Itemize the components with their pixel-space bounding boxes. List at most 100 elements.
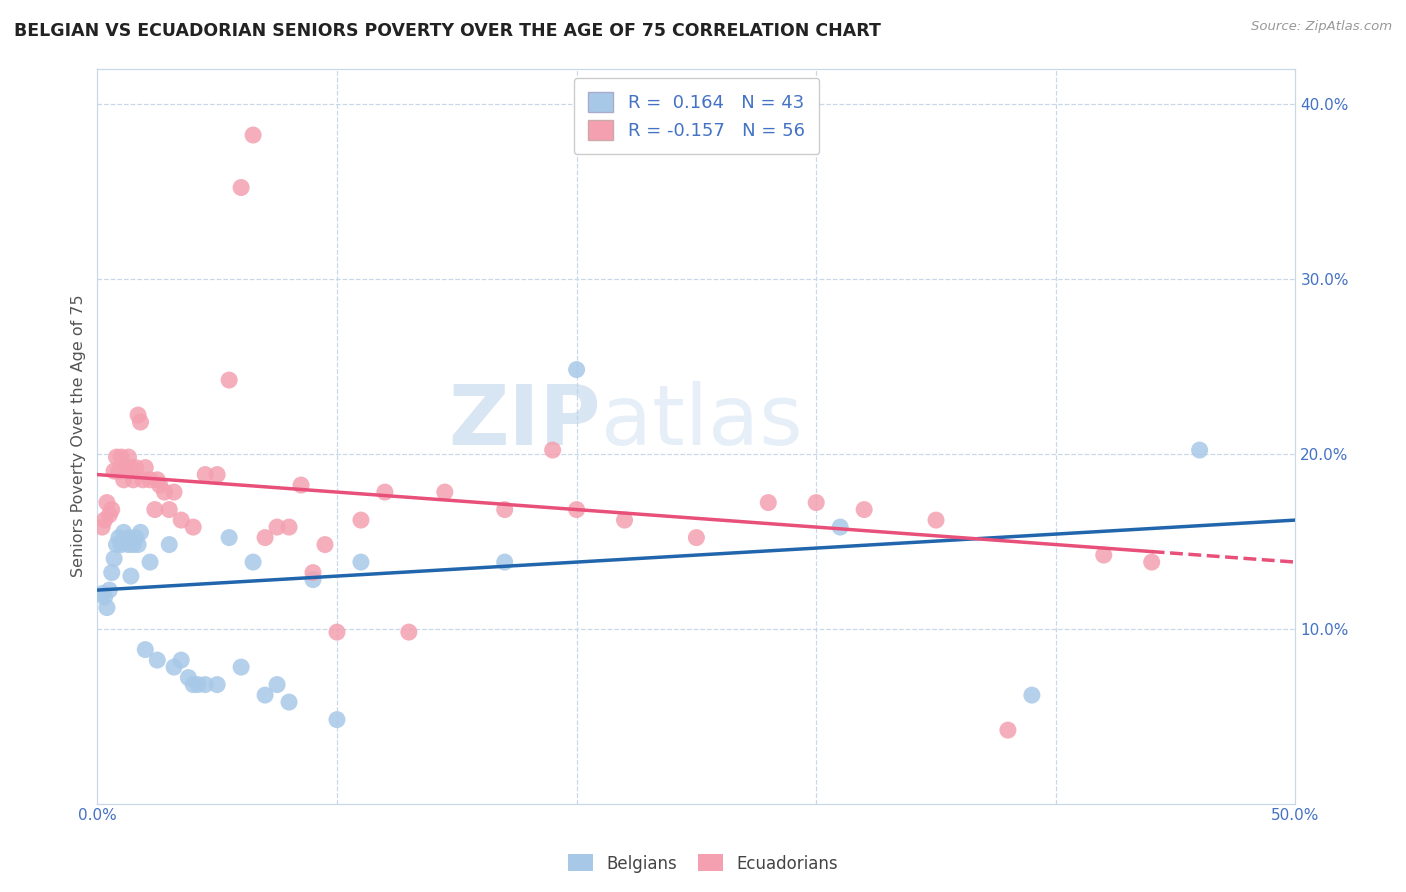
Point: [146, 653, 169, 667]
Point: [120, 569, 142, 583]
Point: [139, 473, 162, 487]
Point: [194, 467, 217, 482]
Point: [105, 538, 128, 552]
Point: [105, 450, 128, 464]
Point: [1140, 555, 1163, 569]
Point: [170, 513, 193, 527]
Y-axis label: Seniors Poverty Over the Age of 75: Seniors Poverty Over the Age of 75: [72, 294, 86, 577]
Point: [1021, 688, 1043, 702]
Point: [242, 555, 264, 569]
Point: [187, 677, 209, 691]
Point: [146, 473, 169, 487]
Point: [122, 538, 145, 552]
Point: [96, 600, 118, 615]
Point: [613, 513, 636, 527]
Point: [103, 464, 125, 478]
Point: [93, 590, 115, 604]
Point: [143, 502, 166, 516]
Point: [494, 555, 516, 569]
Point: [100, 566, 122, 580]
Point: [110, 538, 132, 552]
Point: [1092, 548, 1115, 562]
Point: [853, 502, 876, 516]
Point: [541, 443, 564, 458]
Point: [163, 660, 186, 674]
Point: [254, 688, 277, 702]
Point: [98, 508, 121, 522]
Point: [134, 460, 156, 475]
Point: [565, 362, 588, 376]
Point: [326, 625, 349, 640]
Point: [117, 450, 139, 464]
Point: [242, 128, 264, 142]
Point: [229, 180, 252, 194]
Point: [194, 677, 217, 691]
Point: [110, 450, 132, 464]
Point: [205, 677, 228, 691]
Point: [177, 671, 200, 685]
Point: [685, 531, 707, 545]
Point: [112, 525, 135, 540]
Point: [132, 473, 155, 487]
Point: [153, 485, 176, 500]
Point: [108, 531, 131, 545]
Point: [139, 555, 162, 569]
Point: [565, 502, 588, 516]
Point: [266, 677, 288, 691]
Point: [314, 538, 336, 552]
Point: [350, 513, 373, 527]
Point: [117, 531, 139, 545]
Point: [120, 460, 142, 475]
Point: [117, 538, 139, 552]
Point: [125, 460, 148, 475]
Point: [96, 495, 118, 509]
Point: [122, 473, 145, 487]
Point: [112, 473, 135, 487]
Point: [149, 478, 172, 492]
Point: [290, 478, 312, 492]
Point: [326, 713, 349, 727]
Point: [830, 520, 852, 534]
Point: [129, 525, 152, 540]
Legend: Belgians, Ecuadorians: Belgians, Ecuadorians: [562, 847, 844, 880]
Point: [157, 502, 180, 516]
Point: [398, 625, 420, 640]
Point: [302, 566, 325, 580]
Point: [205, 467, 228, 482]
Point: [350, 555, 373, 569]
Legend: R =  0.164   N = 43, R = -0.157   N = 56: R = 0.164 N = 43, R = -0.157 N = 56: [574, 78, 820, 154]
Point: [100, 502, 122, 516]
Point: [127, 538, 149, 552]
Point: [115, 534, 138, 549]
Point: [98, 583, 121, 598]
Point: [181, 677, 204, 691]
Point: [756, 495, 779, 509]
Point: [157, 538, 180, 552]
Point: [806, 495, 828, 509]
Point: [254, 531, 277, 545]
Text: ZIP: ZIP: [449, 381, 600, 462]
Point: [374, 485, 396, 500]
Point: [91, 520, 114, 534]
Point: [229, 660, 252, 674]
Point: [278, 520, 301, 534]
Text: BELGIAN VS ECUADORIAN SENIORS POVERTY OVER THE AGE OF 75 CORRELATION CHART: BELGIAN VS ECUADORIAN SENIORS POVERTY OV…: [14, 22, 882, 40]
Point: [134, 642, 156, 657]
Point: [494, 502, 516, 516]
Point: [218, 373, 240, 387]
Text: Source: ZipAtlas.com: Source: ZipAtlas.com: [1251, 20, 1392, 33]
Point: [278, 695, 301, 709]
Point: [115, 460, 138, 475]
Point: [181, 520, 204, 534]
Point: [129, 415, 152, 429]
Point: [433, 485, 456, 500]
Point: [1188, 443, 1211, 458]
Point: [266, 520, 288, 534]
Point: [997, 723, 1019, 738]
Point: [103, 551, 125, 566]
Point: [127, 408, 149, 422]
Point: [302, 573, 325, 587]
Point: [91, 586, 114, 600]
Text: atlas: atlas: [600, 381, 803, 462]
Point: [125, 531, 148, 545]
